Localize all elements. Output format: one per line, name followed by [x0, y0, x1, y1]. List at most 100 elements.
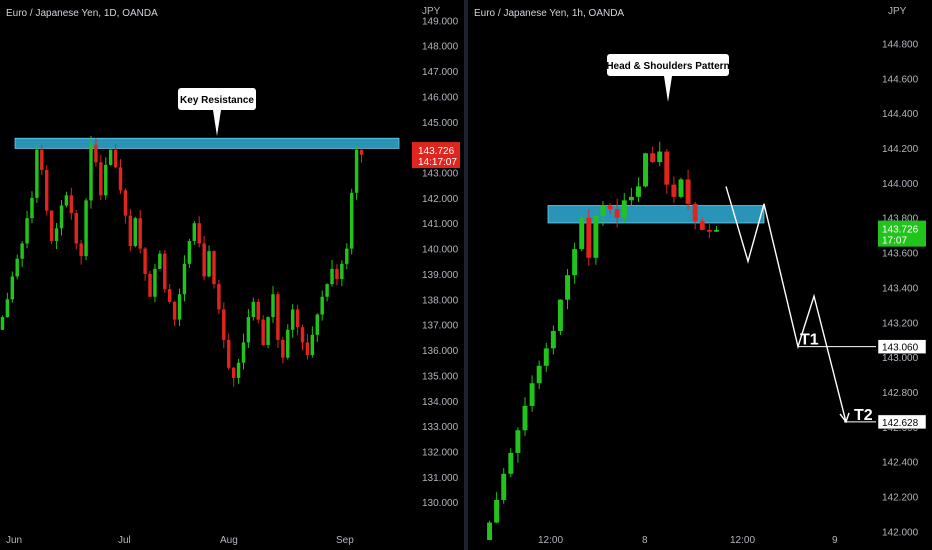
candle-body [276, 294, 280, 340]
y-tick-label: 136.000 [422, 346, 459, 357]
candle-body [325, 284, 329, 297]
candle-body [108, 149, 113, 165]
candle-body [657, 151, 663, 162]
y-tick-label: 134.000 [422, 397, 459, 408]
last-price-countdown: 14:17:07 [418, 157, 457, 168]
candle-body [20, 243, 24, 259]
candle-body [310, 334, 315, 356]
candle-body [187, 240, 192, 264]
y-tick-label: 144.400 [882, 109, 919, 120]
y-tick-label: 145.000 [422, 118, 459, 129]
y-tick-label: 143.600 [882, 249, 919, 260]
candle-body [643, 153, 649, 187]
last-price-value: 143.726 [882, 225, 919, 236]
candle-body [64, 195, 69, 206]
y-tick-label: 142.000 [882, 527, 919, 538]
candle-body [600, 205, 606, 216]
candle-body [261, 319, 265, 345]
candle-body [501, 473, 507, 500]
candle-body [621, 200, 627, 218]
candle-body [579, 217, 585, 250]
y-tick-label: 135.000 [422, 371, 459, 382]
candle-body [290, 309, 295, 330]
candle-body [678, 179, 684, 197]
candle-body [586, 217, 592, 258]
hourly-chart-title: Euro / Japanese Yen, 1h, OANDA [474, 8, 625, 19]
x-tick-label: Aug [220, 535, 238, 546]
panel-divider[interactable] [464, 0, 468, 550]
candle-body [231, 367, 236, 378]
daily-chart-svg[interactable]: 149.000148.000147.000146.000145.000144.0… [0, 0, 464, 550]
y-tick-label: 144.000 [882, 179, 919, 190]
daily-chart-panel[interactable]: Euro / Japanese Yen, 1D, OANDA JPY 149.0… [0, 0, 464, 550]
candle-body [300, 327, 305, 343]
x-tick-label: 12:00 [730, 535, 755, 546]
candle-body [163, 253, 167, 290]
target-price-tag [877, 414, 927, 430]
candle-body [685, 179, 691, 204]
candle-body [79, 243, 83, 257]
y-tick-label: 143.400 [882, 283, 919, 294]
candle-body [202, 243, 206, 277]
candle-body [246, 317, 251, 343]
callout-pointer [664, 76, 672, 102]
y-tick-label: 141.000 [422, 219, 459, 230]
y-tick-label: 131.000 [422, 473, 459, 484]
candle-body [30, 197, 34, 219]
callout-box [178, 88, 256, 110]
y-tick-label: 144.200 [882, 144, 919, 155]
candle-body [320, 296, 324, 315]
y-tick-label: 149.000 [422, 16, 459, 27]
candle-body [182, 263, 187, 295]
hourly-chart-panel[interactable]: Euro / Japanese Yen, 1h, OANDA JPY 144.8… [468, 0, 932, 550]
candle-body [256, 301, 260, 320]
projection-path [725, 186, 847, 423]
candle-body [40, 149, 44, 170]
candle-body [15, 258, 19, 277]
candle-body [89, 144, 93, 201]
y-tick-label: 146.000 [422, 92, 459, 103]
candle-body [148, 273, 152, 297]
target-price-tag [877, 339, 927, 354]
candle-body [607, 205, 613, 210]
candle-body [529, 383, 535, 406]
candle-body [340, 263, 344, 280]
candle-body [515, 430, 521, 453]
y-tick-label: 137.000 [422, 321, 459, 332]
y-tick-label: 130.000 [422, 498, 459, 509]
candle-body [494, 499, 500, 523]
candle-body [271, 294, 275, 318]
target-price-value: 142.628 [882, 418, 919, 429]
callout-text: Head & Shoulders Pattern [606, 61, 729, 72]
candle-body [305, 342, 310, 356]
target-label-t1: T1 [800, 332, 819, 349]
hourly-chart-svg[interactable]: 144.800 144.600 144.400 144.200 144.000 143.8… [468, 0, 932, 550]
hourly-axis-unit: JPY [888, 6, 907, 17]
head-shoulders-callout: Head & Shoulders Pattern [606, 54, 730, 102]
y-tick-label: 142.000 [422, 194, 459, 205]
x-tick-label: Jun [6, 535, 22, 546]
last-price-tag [412, 142, 460, 169]
candle-body [94, 144, 98, 163]
candle-body [286, 329, 290, 358]
candle-body [266, 317, 270, 345]
candle-body [699, 221, 705, 230]
y-tick-label: 148.000 [422, 42, 459, 53]
candle-body [113, 149, 118, 168]
candle-body [565, 275, 571, 300]
candle-body [104, 164, 108, 196]
target-label-t2: T2 [854, 407, 873, 424]
y-tick-label: 143.800 [882, 214, 919, 225]
candle-body [664, 151, 670, 185]
candle-body [227, 339, 231, 368]
last-price-tag [878, 220, 926, 247]
candle-body [692, 203, 698, 222]
candle-body [508, 452, 514, 474]
y-tick-label: 142.200 [882, 492, 919, 503]
x-tick-label: 8 [642, 535, 648, 546]
y-tick-label: 143.200 [882, 318, 919, 329]
y-tick-label: 147.000 [422, 67, 459, 78]
candle-body [713, 229, 719, 232]
callout-pointer [213, 110, 221, 136]
candle-body [197, 223, 201, 244]
